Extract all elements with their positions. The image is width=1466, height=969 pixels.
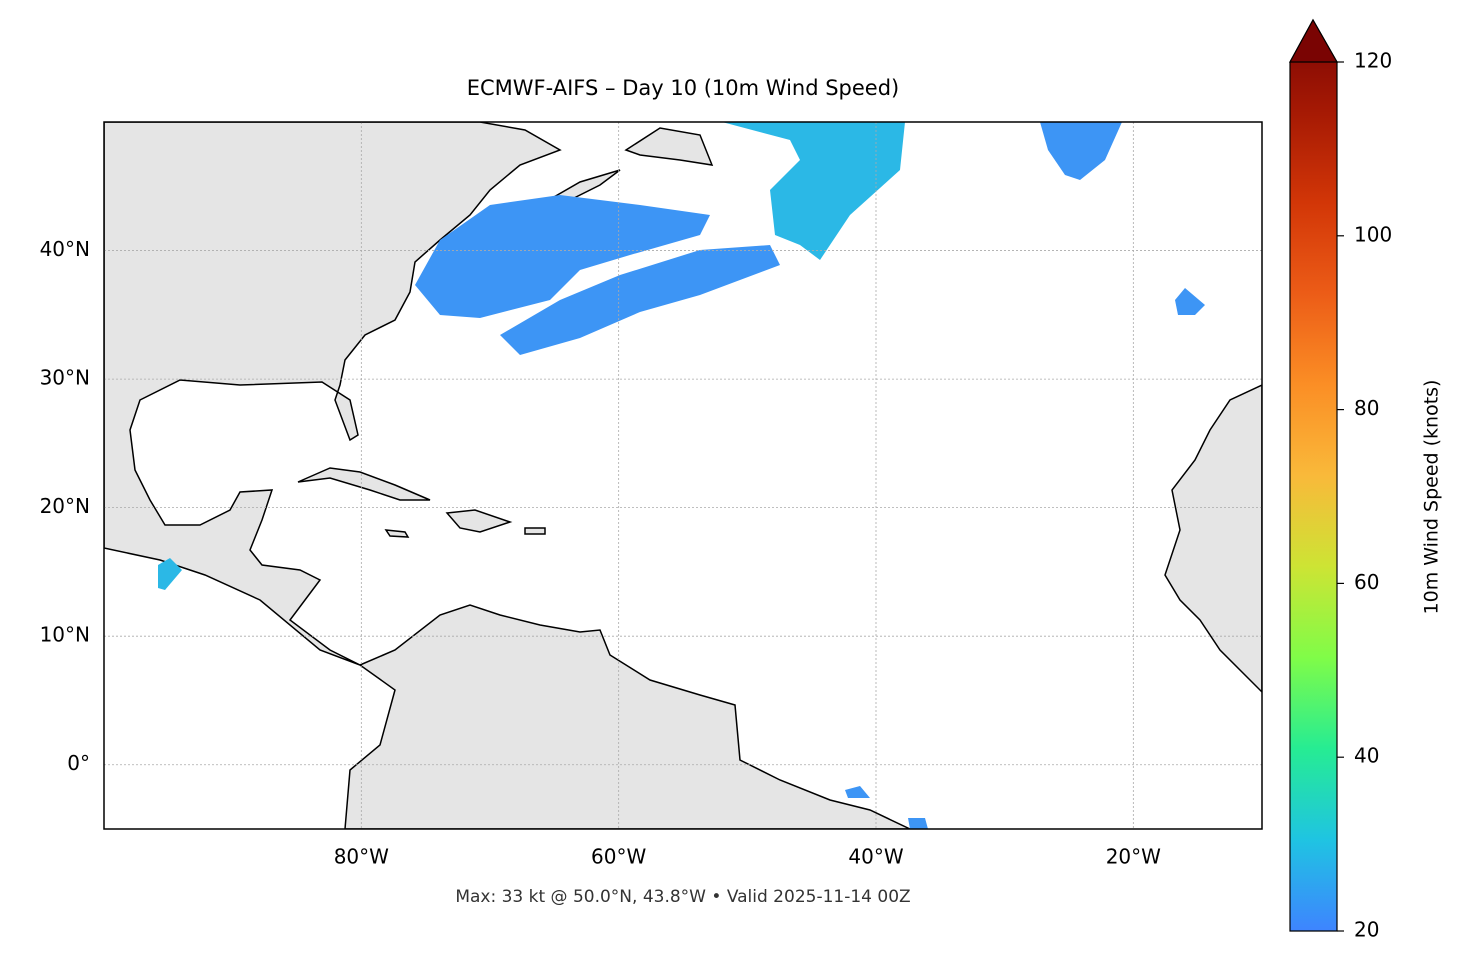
x-tick-label: 20°W <box>1106 845 1161 869</box>
land-americas <box>104 122 911 829</box>
colorbar-label: 10m Wind Speed (knots) <box>1421 380 1443 615</box>
wind-area <box>1040 122 1122 180</box>
map-frame <box>103 121 1263 830</box>
island-newfoundland <box>624 127 714 166</box>
y-tick-label: 30°N <box>40 366 90 390</box>
colorbar-tick-label: 20 <box>1354 918 1379 942</box>
x-tick-label: 80°W <box>334 845 389 869</box>
wind-area <box>500 245 780 355</box>
wind-area <box>1175 288 1205 315</box>
y-tick-label: 0° <box>67 751 90 775</box>
island-cuba <box>297 467 431 501</box>
footer-note: Max: 33 kt @ 50.0°N, 43.8°W • Valid 2025… <box>455 887 910 907</box>
y-tick-label: 20°N <box>40 494 90 518</box>
colorbar-tick-label: 60 <box>1354 570 1379 594</box>
wind-area <box>158 558 182 590</box>
island-hispaniola <box>445 509 513 533</box>
land-africa <box>1164 384 1262 694</box>
wind-area <box>415 195 710 318</box>
wind-area <box>722 122 905 260</box>
y-tick-label: 10°N <box>40 623 90 647</box>
colorbar-tick-label: 120 <box>1354 49 1392 73</box>
island-jamaica <box>384 529 410 538</box>
wind-area <box>845 786 870 798</box>
y-tick-label: 40°N <box>40 237 90 261</box>
grid <box>104 122 1262 829</box>
x-tick-label: 40°W <box>848 845 903 869</box>
map-area <box>104 122 1262 829</box>
colorbar-tick-label: 100 <box>1354 222 1392 246</box>
colorbar-tick-label: 40 <box>1354 744 1379 768</box>
wind-area <box>908 818 928 829</box>
map-title: ECMWF-AIFS – Day 10 (10m Wind Speed) <box>467 76 900 100</box>
island-puertorico <box>524 527 546 535</box>
colorbar-tick-label: 80 <box>1354 396 1379 420</box>
colorbar-extend <box>1288 18 1339 63</box>
x-tick-label: 60°W <box>591 845 646 869</box>
colorbar <box>1289 18 1338 932</box>
